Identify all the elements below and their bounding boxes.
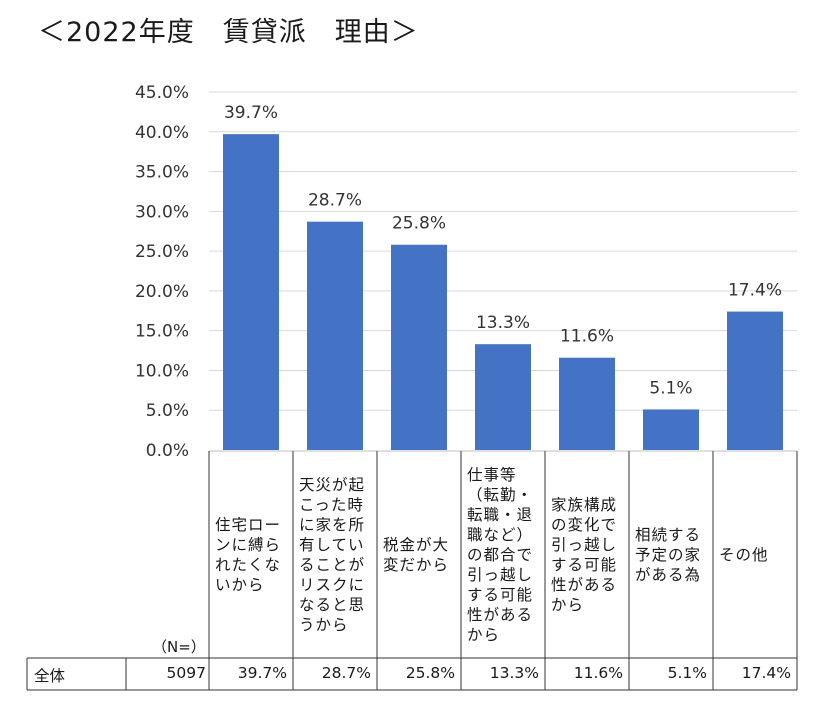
bar — [727, 311, 783, 450]
category-label-cell: 天災が起こった時に家を所有していることがリスクになると思うから — [295, 452, 375, 658]
chart-title: ＜2022年度 賃貸派 理由＞ — [38, 17, 419, 48]
category-label-cell: 相続する予定の家がある為 — [631, 452, 711, 658]
y-tick-label: 35.0% — [135, 163, 189, 183]
bar — [223, 134, 279, 451]
category-label: 仕事等（転勤・転職・退職など）の都合で引っ越しする可能性があるから — [467, 466, 534, 644]
row-label-total: 全体 — [34, 667, 66, 685]
y-tick-label: 45.0% — [135, 83, 189, 103]
category-label: 税金が大変だから — [383, 536, 450, 574]
category-label-cell: 税金が大変だから — [379, 452, 459, 658]
table-cell: 28.7% — [321, 664, 371, 682]
bar — [643, 409, 699, 450]
y-axis-ticks: 0.0% 5.0% 10.0% 15.0% 20.0% 25.0% 30.0% 35.0% 40… — [135, 83, 189, 461]
category-label: その他 — [719, 546, 769, 564]
y-tick-label: 40.0% — [135, 123, 189, 143]
y-tick-label: 20.0% — [135, 282, 189, 302]
y-tick-label: 15.0% — [135, 322, 189, 342]
y-tick-label: 10.0% — [135, 361, 189, 381]
data-labels: 39.7% 28.7% 25.8% 13.3% 11.6% 5.1% 17.4% — [224, 103, 782, 398]
category-label-cell: 仕事等（転勤・転職・退職など）の都合で引っ越しする可能性があるから — [463, 452, 543, 658]
data-label: 13.3% — [476, 313, 530, 333]
y-tick-label: 25.0% — [135, 242, 189, 262]
table-cell: 11.6% — [573, 664, 623, 682]
bar — [475, 344, 531, 450]
category-table-lines — [26, 450, 798, 691]
y-tick-label: 30.0% — [135, 202, 189, 222]
table-cell: 25.8% — [405, 664, 455, 682]
bar — [559, 357, 615, 450]
data-label: 17.4% — [728, 281, 782, 301]
category-label: 家族構成の変化で引っ越しする可能性があるから — [551, 496, 618, 614]
data-label: 25.8% — [392, 214, 446, 234]
category-label: 住宅ローンに縛られたくないから — [215, 516, 282, 594]
n-value: 5097 — [166, 664, 206, 682]
table-cell: 39.7% — [237, 664, 287, 682]
y-tick-label: 5.0% — [146, 401, 189, 421]
bar — [391, 244, 447, 450]
data-label: 5.1% — [649, 378, 692, 398]
n-label: （N=） — [152, 638, 206, 656]
data-label: 11.6% — [560, 327, 614, 347]
table-cell: 5.1% — [667, 664, 707, 682]
table-cell: 13.3% — [489, 664, 539, 682]
data-label: 28.7% — [308, 191, 362, 211]
y-tick-label: 0.0% — [146, 441, 189, 461]
table-cell: 17.4% — [741, 664, 791, 682]
bars — [223, 134, 783, 451]
category-label-cell: その他 — [715, 452, 795, 658]
bar — [307, 221, 363, 450]
category-label-cell: 家族構成の変化で引っ越しする可能性があるから — [547, 452, 627, 658]
category-label-cell: 住宅ローンに縛られたくないから — [211, 452, 291, 658]
category-label: 相続する予定の家がある為 — [635, 526, 702, 584]
data-label: 39.7% — [224, 103, 278, 123]
category-label: 天災が起こった時に家を所有していることがリスクになると思うから — [299, 476, 366, 634]
